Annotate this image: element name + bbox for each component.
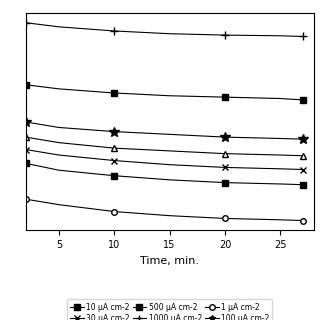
10 μA cm-2 (223, 181, 227, 185)
50 μA cm-2 (112, 146, 116, 150)
100 μA cm-2 (223, 135, 227, 139)
10 μA cm-2 (57, 168, 61, 172)
Line: 1 μA cm-2: 1 μA cm-2 (23, 196, 305, 223)
1 μA cm-2 (278, 218, 282, 222)
500 μA cm-2 (278, 97, 282, 100)
50 μA cm-2 (223, 152, 227, 156)
500 μA cm-2 (112, 91, 116, 95)
1 μA cm-2 (24, 197, 28, 201)
Line: 30 μA cm-2: 30 μA cm-2 (22, 146, 306, 173)
Line: 10 μA cm-2: 10 μA cm-2 (23, 161, 305, 188)
X-axis label: Time, min.: Time, min. (140, 256, 199, 266)
Line: 500 μA cm-2: 500 μA cm-2 (23, 82, 305, 103)
30 μA cm-2 (223, 165, 227, 169)
50 μA cm-2 (300, 154, 304, 158)
50 μA cm-2 (278, 153, 282, 157)
1000 μA cm-2 (57, 25, 61, 29)
1 μA cm-2 (57, 203, 61, 207)
30 μA cm-2 (57, 153, 61, 157)
30 μA cm-2 (112, 159, 116, 163)
30 μA cm-2 (24, 148, 28, 151)
Line: 50 μA cm-2: 50 μA cm-2 (23, 134, 305, 158)
1 μA cm-2 (168, 214, 172, 218)
100 μA cm-2 (300, 137, 304, 141)
1000 μA cm-2 (223, 33, 227, 37)
1000 μA cm-2 (24, 21, 28, 25)
100 μA cm-2 (168, 132, 172, 136)
1000 μA cm-2 (168, 32, 172, 36)
500 μA cm-2 (223, 95, 227, 99)
Legend: 10 μA cm-2, 30 μA cm-2, 50 μA cm-2, 500 μA cm-2, 1000 μA cm-2, 1 μA cm-2, 100 μA: 10 μA cm-2, 30 μA cm-2, 50 μA cm-2, 500 … (67, 300, 272, 320)
50 μA cm-2 (57, 141, 61, 145)
1 μA cm-2 (223, 217, 227, 220)
1 μA cm-2 (112, 210, 116, 213)
30 μA cm-2 (300, 168, 304, 172)
10 μA cm-2 (300, 183, 304, 187)
10 μA cm-2 (168, 178, 172, 182)
100 μA cm-2 (112, 130, 116, 133)
100 μA cm-2 (278, 137, 282, 140)
1000 μA cm-2 (112, 29, 116, 33)
1000 μA cm-2 (278, 34, 282, 38)
500 μA cm-2 (168, 94, 172, 98)
10 μA cm-2 (24, 161, 28, 165)
1 μA cm-2 (300, 219, 304, 222)
10 μA cm-2 (112, 174, 116, 178)
30 μA cm-2 (278, 167, 282, 171)
30 μA cm-2 (168, 163, 172, 167)
500 μA cm-2 (57, 87, 61, 91)
Line: 1000 μA cm-2: 1000 μA cm-2 (21, 19, 307, 41)
1000 μA cm-2 (300, 35, 304, 38)
Line: 100 μA cm-2: 100 μA cm-2 (21, 117, 308, 144)
50 μA cm-2 (168, 149, 172, 153)
10 μA cm-2 (278, 182, 282, 186)
500 μA cm-2 (300, 98, 304, 102)
100 μA cm-2 (57, 125, 61, 129)
50 μA cm-2 (24, 135, 28, 139)
100 μA cm-2 (24, 120, 28, 124)
500 μA cm-2 (24, 83, 28, 87)
